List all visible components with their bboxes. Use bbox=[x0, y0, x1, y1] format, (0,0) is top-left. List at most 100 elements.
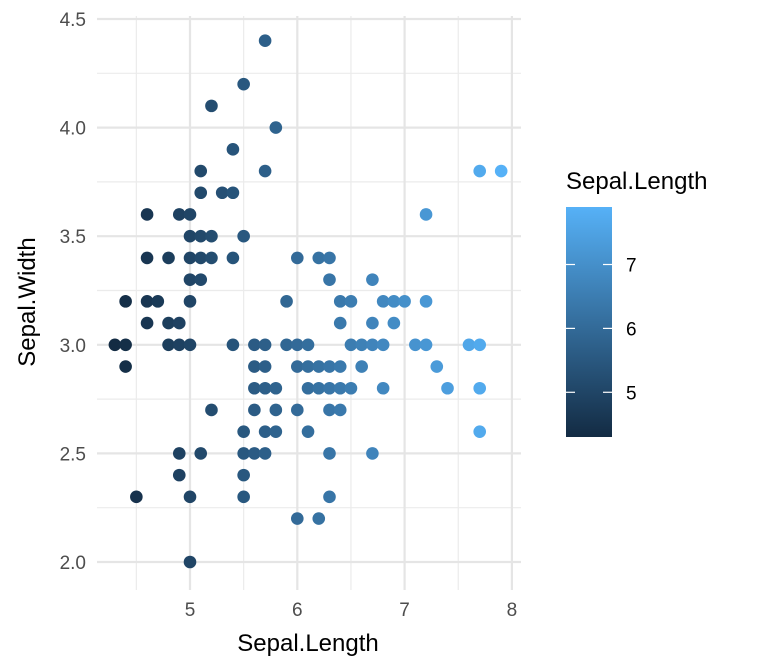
data-point bbox=[140, 295, 154, 308]
data-point bbox=[344, 295, 358, 308]
data-point bbox=[301, 360, 315, 373]
data-point bbox=[237, 447, 250, 460]
data-point bbox=[237, 229, 250, 243]
data-point bbox=[333, 360, 347, 373]
x-tick-label: 7 bbox=[399, 600, 410, 621]
y-tick-label: 4.0 bbox=[60, 119, 86, 140]
data-point bbox=[194, 186, 208, 200]
y-tick-label: 2.5 bbox=[60, 444, 86, 465]
data-point bbox=[108, 338, 122, 352]
data-point bbox=[183, 555, 197, 569]
legend-title: Sepal.Length bbox=[566, 168, 707, 195]
legend-ticks: 5 6 7 bbox=[566, 256, 637, 404]
data-point bbox=[366, 316, 379, 330]
data-point bbox=[140, 208, 154, 221]
data-point bbox=[387, 316, 401, 330]
data-point bbox=[130, 490, 143, 504]
data-point bbox=[312, 381, 326, 395]
legend-tick-label: 7 bbox=[626, 256, 637, 277]
data-point bbox=[430, 360, 444, 373]
data-point bbox=[269, 425, 283, 438]
data-point bbox=[280, 338, 293, 352]
data-point bbox=[323, 273, 336, 286]
data-point bbox=[344, 338, 358, 352]
data-point bbox=[291, 360, 304, 373]
data-point bbox=[291, 251, 304, 265]
data-point bbox=[248, 381, 261, 395]
data-point bbox=[323, 381, 336, 395]
data-point bbox=[301, 338, 315, 352]
data-point bbox=[269, 121, 283, 134]
data-point bbox=[301, 425, 315, 438]
data-point bbox=[323, 251, 336, 265]
data-point bbox=[194, 273, 208, 286]
data-point bbox=[419, 295, 433, 308]
data-point bbox=[291, 512, 304, 525]
data-point bbox=[441, 381, 454, 395]
data-point bbox=[226, 143, 240, 156]
data-point bbox=[226, 251, 240, 265]
x-tick-label: 8 bbox=[507, 600, 518, 621]
data-point bbox=[258, 360, 272, 373]
data-point bbox=[172, 208, 186, 221]
data-point bbox=[226, 338, 240, 352]
data-point bbox=[194, 164, 208, 178]
y-axis-title: Sepal.Width bbox=[14, 237, 41, 366]
data-point bbox=[419, 208, 433, 221]
data-point bbox=[205, 251, 218, 265]
data-point bbox=[473, 381, 487, 395]
y-axis-tick-labels: 2.0 2.5 3.0 3.5 4.0 4.5 bbox=[60, 10, 86, 574]
data-point bbox=[215, 186, 229, 200]
data-point bbox=[119, 295, 132, 308]
data-point bbox=[183, 229, 197, 243]
data-point bbox=[323, 360, 336, 373]
data-point bbox=[462, 338, 476, 352]
data-point bbox=[291, 403, 304, 417]
data-point bbox=[366, 273, 379, 286]
data-point bbox=[376, 338, 390, 352]
data-point bbox=[269, 403, 283, 417]
data-point bbox=[237, 490, 250, 504]
data-point bbox=[398, 295, 411, 308]
data-point bbox=[162, 251, 175, 265]
data-point bbox=[248, 447, 261, 460]
legend-tick-label: 5 bbox=[626, 383, 637, 404]
y-tick-label: 3.5 bbox=[60, 227, 86, 248]
data-point bbox=[183, 295, 197, 308]
data-point bbox=[258, 34, 272, 48]
data-point bbox=[172, 447, 186, 460]
data-point bbox=[333, 316, 347, 330]
data-point bbox=[376, 295, 390, 308]
data-point bbox=[162, 338, 175, 352]
y-tick-label: 4.5 bbox=[60, 10, 86, 31]
data-point bbox=[344, 381, 358, 395]
data-point bbox=[366, 338, 379, 352]
data-point bbox=[312, 512, 326, 525]
data-point bbox=[258, 447, 272, 460]
data-point bbox=[333, 381, 347, 395]
color-legend: Sepal.Length 5 6 7 bbox=[566, 168, 707, 437]
data-point bbox=[119, 360, 132, 373]
x-axis-title: Sepal.Length bbox=[237, 630, 378, 657]
data-point bbox=[162, 316, 175, 330]
data-point bbox=[419, 338, 433, 352]
data-point bbox=[248, 403, 261, 417]
data-point bbox=[194, 251, 208, 265]
data-point bbox=[355, 338, 368, 352]
data-point bbox=[248, 338, 261, 352]
data-point bbox=[140, 251, 154, 265]
data-points bbox=[108, 34, 508, 569]
data-point bbox=[183, 208, 197, 221]
data-point bbox=[409, 338, 422, 352]
data-point bbox=[312, 251, 326, 265]
y-tick-label: 3.0 bbox=[60, 336, 86, 357]
data-point bbox=[312, 360, 326, 373]
data-point bbox=[205, 99, 218, 113]
data-point bbox=[280, 295, 293, 308]
data-point bbox=[323, 490, 336, 504]
data-point bbox=[237, 425, 250, 438]
data-point bbox=[258, 425, 272, 438]
y-tick-label: 2.0 bbox=[60, 553, 86, 574]
